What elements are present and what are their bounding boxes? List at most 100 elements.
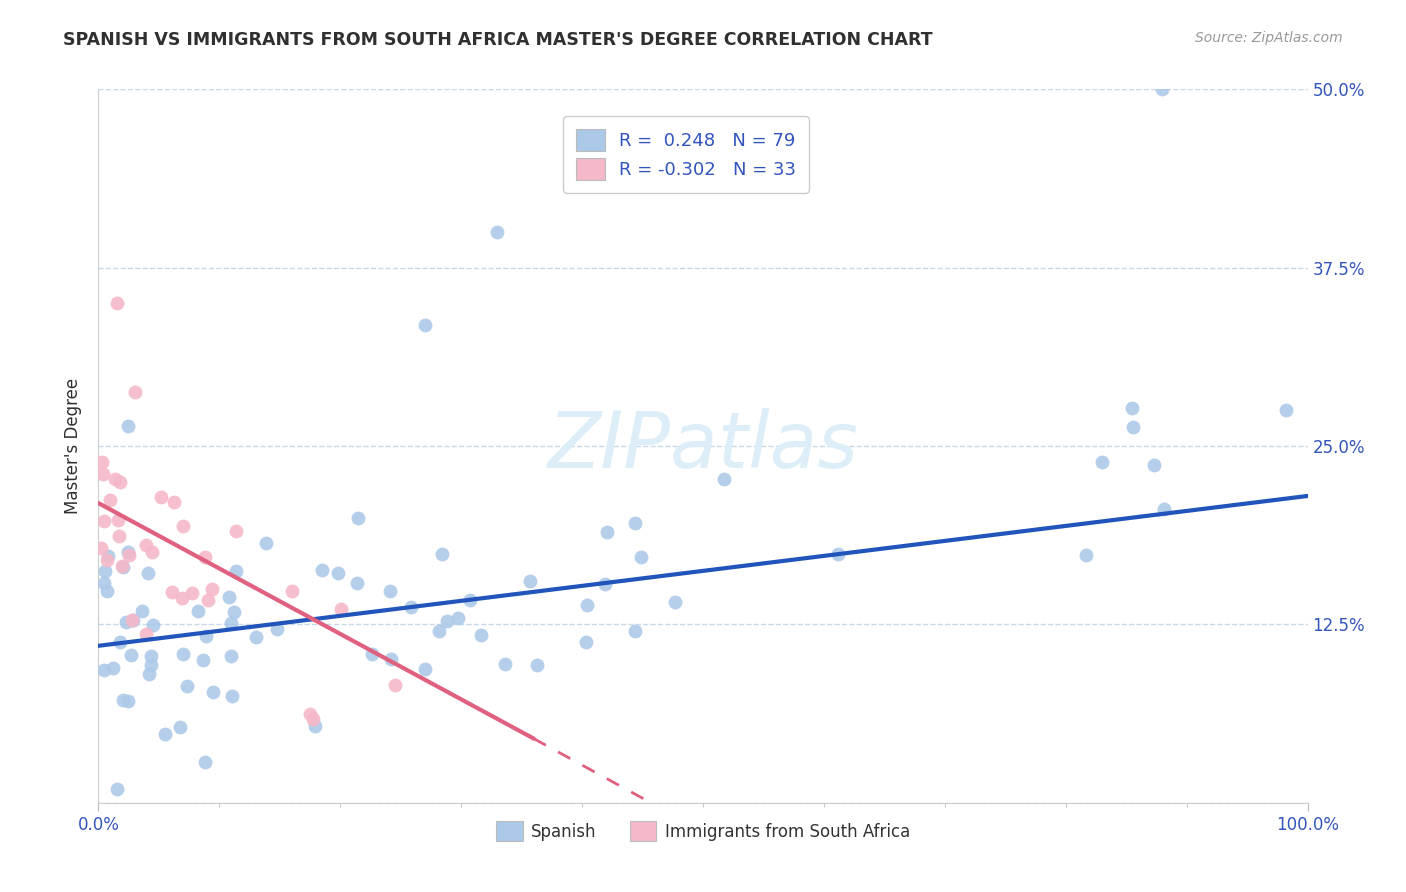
Point (254, 536, 277, 550)
Point (124, 384, 146, 399)
Point (713, 472, 735, 486)
Point (329, 602, 352, 616)
Point (110, 635, 132, 649)
Point (97, 549, 120, 564)
Point (195, 629, 218, 643)
Point (94, 564, 117, 578)
Point (131, 604, 153, 618)
Point (1152, 82, 1174, 96)
Point (304, 719, 326, 733)
Point (138, 566, 160, 580)
Point (93, 664, 115, 678)
Point (169, 720, 191, 734)
Point (105, 781, 128, 796)
Point (427, 624, 450, 638)
Point (328, 566, 350, 580)
Point (172, 647, 194, 661)
Point (1076, 548, 1098, 562)
Point (120, 648, 142, 663)
Point (401, 599, 423, 614)
Point (596, 524, 619, 539)
Point (630, 549, 652, 564)
Point (380, 583, 402, 598)
Point (225, 564, 247, 578)
Point (384, 678, 406, 692)
Point (413, 662, 436, 676)
Point (1143, 458, 1166, 473)
Point (1153, 501, 1175, 516)
Point (108, 528, 131, 542)
Point (447, 611, 470, 625)
Point (458, 593, 481, 607)
Point (519, 574, 541, 588)
Text: SPANISH VS IMMIGRANTS FROM SOUTH AFRICA MASTER'S DEGREE CORRELATION CHART: SPANISH VS IMMIGRANTS FROM SOUTH AFRICA … (63, 31, 934, 49)
Point (153, 726, 176, 740)
Point (114, 615, 136, 630)
Point (90, 541, 112, 556)
Point (91, 455, 114, 469)
Point (176, 679, 198, 693)
Point (430, 547, 453, 561)
Point (193, 653, 215, 667)
Point (225, 524, 247, 539)
Point (436, 614, 458, 628)
Point (93, 514, 115, 528)
Point (194, 549, 217, 564)
Point (361, 647, 384, 661)
Point (494, 657, 516, 672)
Point (576, 598, 599, 612)
Point (118, 548, 141, 562)
Point (122, 613, 145, 627)
Point (218, 591, 240, 605)
Point (346, 510, 368, 524)
Point (139, 648, 162, 663)
Point (105, 296, 128, 310)
Point (470, 628, 492, 642)
Point (162, 584, 184, 599)
Point (224, 606, 246, 620)
Point (121, 613, 143, 627)
Point (1122, 420, 1144, 434)
Point (142, 618, 165, 632)
Point (139, 657, 162, 672)
Point (112, 693, 135, 707)
Point (103, 660, 125, 674)
Point (266, 622, 288, 636)
Text: ZIPatlas: ZIPatlas (547, 408, 859, 484)
Point (1091, 455, 1114, 469)
Point (149, 490, 172, 504)
Point (91, 467, 114, 481)
Point (112, 560, 135, 574)
Point (117, 545, 139, 559)
Point (197, 593, 219, 607)
Point (575, 635, 598, 649)
Point (1121, 401, 1143, 415)
Point (302, 712, 325, 726)
Point (107, 513, 129, 527)
Point (219, 648, 242, 663)
Point (219, 615, 242, 630)
Point (117, 418, 139, 433)
Point (526, 658, 548, 673)
Point (311, 563, 333, 577)
Point (111, 559, 134, 574)
Point (96, 553, 118, 567)
Point (299, 706, 322, 721)
Point (163, 495, 186, 509)
Point (104, 472, 127, 486)
Point (593, 577, 616, 591)
Point (194, 756, 217, 770)
Point (245, 630, 267, 644)
Point (134, 627, 156, 641)
Y-axis label: Master's Degree: Master's Degree (65, 378, 83, 514)
Point (108, 475, 131, 489)
Point (141, 544, 163, 558)
Point (172, 519, 194, 533)
Point (135, 538, 157, 552)
Point (170, 591, 193, 606)
Point (413, 318, 436, 332)
Point (98, 492, 121, 507)
Point (664, 595, 686, 609)
Point (221, 689, 243, 703)
Point (1275, 402, 1298, 417)
